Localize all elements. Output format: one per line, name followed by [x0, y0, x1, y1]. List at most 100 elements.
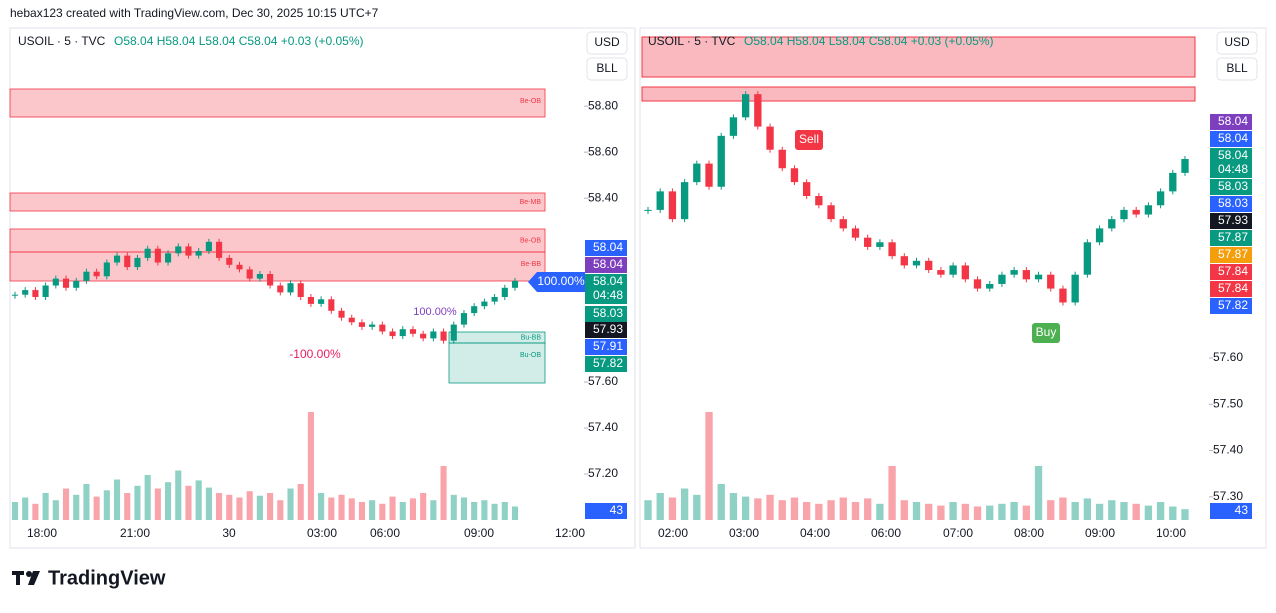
- volume-bar: [103, 490, 110, 520]
- volume-bar: [246, 491, 253, 520]
- price-tag: [585, 339, 627, 355]
- percent-label: 100.00%: [413, 306, 457, 318]
- sell-signal: [795, 130, 823, 150]
- candle-body: [277, 285, 284, 293]
- y-tick-label: 57.30: [1213, 489, 1243, 503]
- candle-body: [11, 294, 19, 296]
- zone-label: Bu-BB: [521, 334, 542, 341]
- price-tag: [1210, 213, 1252, 229]
- volume-bar: [175, 470, 182, 520]
- volume-bar: [226, 494, 233, 520]
- logo-icon: [12, 571, 40, 585]
- volume-bar: [256, 495, 263, 520]
- candle-body: [389, 331, 396, 337]
- candle-body: [668, 191, 677, 220]
- candle-body: [876, 242, 884, 247]
- candle-body: [644, 209, 652, 211]
- percent-bubble: [528, 272, 585, 292]
- price-tag-label: 57.82: [1218, 298, 1248, 312]
- volume-bar: [851, 502, 860, 520]
- price-tag: [1210, 264, 1252, 280]
- volume-bar: [741, 496, 750, 520]
- volume-bar: [195, 480, 202, 520]
- x-tick-label: 09:00: [464, 526, 494, 540]
- price-tag-label: 58.04: [593, 240, 623, 254]
- candle-body: [246, 269, 253, 279]
- unit-button[interactable]: [1216, 31, 1258, 55]
- unit-button[interactable]: [586, 57, 628, 81]
- volume-bar: [440, 466, 447, 520]
- unit-button[interactable]: [1216, 57, 1258, 81]
- unit-button-label: BLL: [596, 61, 618, 75]
- candle-body: [318, 299, 325, 304]
- price-tag: [585, 274, 627, 304]
- candle-body: [937, 270, 945, 275]
- volume-bar: [481, 500, 488, 520]
- candle-body: [900, 256, 908, 266]
- price-tag-label: 43: [1235, 503, 1249, 517]
- candle-body: [998, 274, 1006, 284]
- candle-body: [1010, 270, 1018, 275]
- volume-bar: [216, 493, 223, 520]
- candle-body: [175, 246, 182, 254]
- candle-body: [864, 237, 872, 247]
- candle-body: [802, 182, 811, 197]
- zone-band: [641, 86, 1196, 102]
- price-tag-label: 58.04: [1218, 131, 1248, 145]
- volume-bar: [73, 494, 80, 520]
- price-tag: [1210, 230, 1252, 246]
- symbol-title: USOIL · 5 · TVC: [18, 34, 106, 48]
- volume-bar: [1034, 466, 1043, 520]
- x-tick-label: 02:00: [658, 526, 688, 540]
- volume-bar: [93, 496, 100, 520]
- zone: [9, 251, 546, 282]
- zone: [9, 192, 546, 212]
- zone: [9, 228, 546, 253]
- right-panel: [639, 27, 1267, 549]
- candle-body: [491, 296, 498, 302]
- candle-body: [1047, 274, 1055, 289]
- volume-bar: [124, 493, 131, 520]
- zone-band: [641, 36, 1196, 78]
- price-tag-label: 58.03: [1218, 196, 1248, 210]
- volume-bar: [32, 503, 39, 520]
- candle-body: [338, 310, 345, 318]
- candle-body: [83, 271, 90, 281]
- volume-bar: [815, 503, 823, 520]
- volume-bar: [705, 412, 713, 520]
- volume-bar: [949, 502, 957, 520]
- candle-body: [420, 333, 427, 339]
- volume-bar: [134, 485, 141, 520]
- volume-bar: [348, 498, 355, 520]
- x-tick-label: 10:00: [1156, 526, 1186, 540]
- candle-body: [925, 260, 933, 271]
- unit-button[interactable]: [586, 31, 628, 55]
- candle-body: [1169, 172, 1177, 192]
- volume-bar: [1169, 506, 1177, 520]
- candle-body: [42, 285, 49, 297]
- candle-body: [154, 248, 161, 263]
- volume-bar: [925, 503, 933, 520]
- zone-label: Bu-OB: [520, 352, 541, 359]
- price-tag-label: 57.93: [1218, 213, 1248, 227]
- volume-bar: [912, 502, 921, 520]
- candle-body: [195, 251, 202, 256]
- volume-bar: [1022, 505, 1031, 520]
- candle-body: [328, 299, 335, 311]
- x-tick-label: 03:00: [729, 526, 759, 540]
- volume-bar: [766, 494, 774, 520]
- volume-bar: [501, 502, 508, 520]
- zone: [9, 88, 546, 118]
- price-tag: [585, 503, 627, 519]
- volume-bar: [656, 493, 664, 520]
- x-tick-label: 04:00: [800, 526, 830, 540]
- volume-bar: [318, 493, 325, 520]
- candle-body: [124, 255, 131, 268]
- volume-bar: [338, 494, 345, 520]
- price-tag: [1210, 131, 1252, 147]
- x-tick-label: 03:00: [307, 526, 337, 540]
- y-tick-label: 57.60: [1213, 350, 1243, 364]
- candle-body: [471, 306, 478, 314]
- candle-body: [165, 253, 172, 263]
